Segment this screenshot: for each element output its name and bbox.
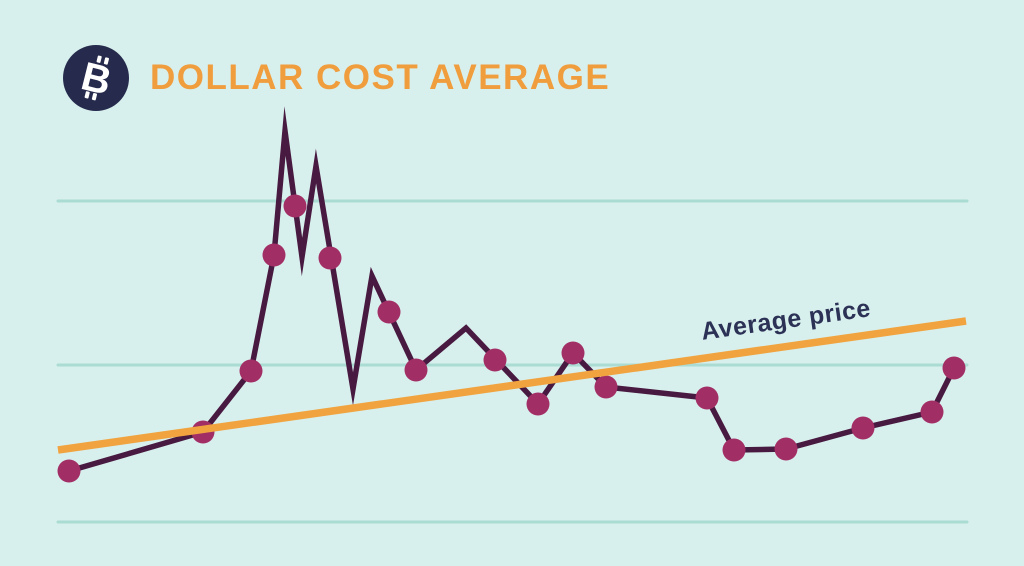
price-marker <box>774 437 798 461</box>
price-marker <box>404 358 428 382</box>
price-marker <box>594 375 618 399</box>
price-marker <box>318 246 342 270</box>
price-marker <box>561 341 585 365</box>
average-price-line <box>57 317 967 454</box>
price-marker <box>377 300 401 324</box>
price-marker <box>526 392 550 416</box>
bitcoin-icon: B <box>63 45 129 111</box>
price-marker <box>920 400 944 424</box>
price-marker <box>239 359 263 383</box>
header: B DOLLAR COST AVERAGE <box>62 44 610 112</box>
price-marker <box>483 348 507 372</box>
price-marker <box>722 438 746 462</box>
price-marker <box>695 386 719 410</box>
price-marker <box>283 194 307 218</box>
price-marker <box>942 356 966 380</box>
price-marker <box>851 416 875 440</box>
price-marker <box>262 243 286 267</box>
price-marker <box>57 459 81 483</box>
page-title: DOLLAR COST AVERAGE <box>150 58 611 97</box>
